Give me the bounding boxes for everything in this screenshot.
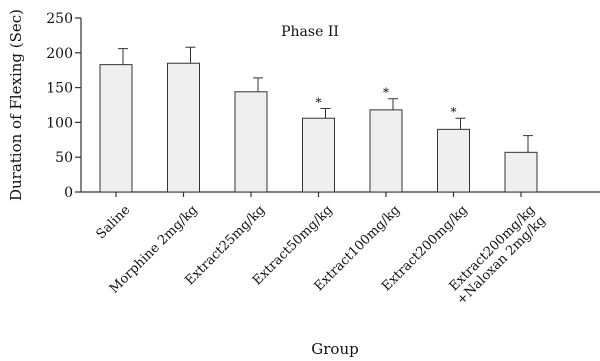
chart-title: Phase II — [281, 24, 339, 40]
bar — [302, 117, 335, 193]
y-axis: 0 50 100 150 200 250 — [46, 11, 82, 201]
bars: * * * — [99, 46, 538, 193]
bar — [437, 128, 470, 193]
y-tick-label: 50 — [55, 150, 73, 166]
y-tick-label: 100 — [46, 115, 73, 131]
bar — [504, 151, 538, 193]
x-tick-label: Saline — [94, 202, 134, 242]
y-tick-label: 250 — [46, 11, 73, 27]
x-tick-label-line: +Naloxan 2mg/kg — [454, 213, 549, 308]
y-tick-label: 0 — [64, 185, 73, 201]
bar — [234, 91, 268, 193]
x-axis-title: Group — [311, 340, 358, 358]
y-tick-label: 200 — [46, 46, 73, 62]
bar — [99, 64, 133, 193]
bar — [369, 109, 403, 193]
significance-marker: * — [383, 86, 389, 100]
significance-marker: * — [451, 105, 457, 119]
bar — [167, 62, 200, 193]
y-axis-title: Duration of Flexing (Sec) — [7, 9, 25, 201]
x-tick-label-line: Saline — [94, 202, 134, 242]
significance-marker: * — [316, 95, 322, 109]
y-tick-label: 150 — [46, 81, 73, 97]
